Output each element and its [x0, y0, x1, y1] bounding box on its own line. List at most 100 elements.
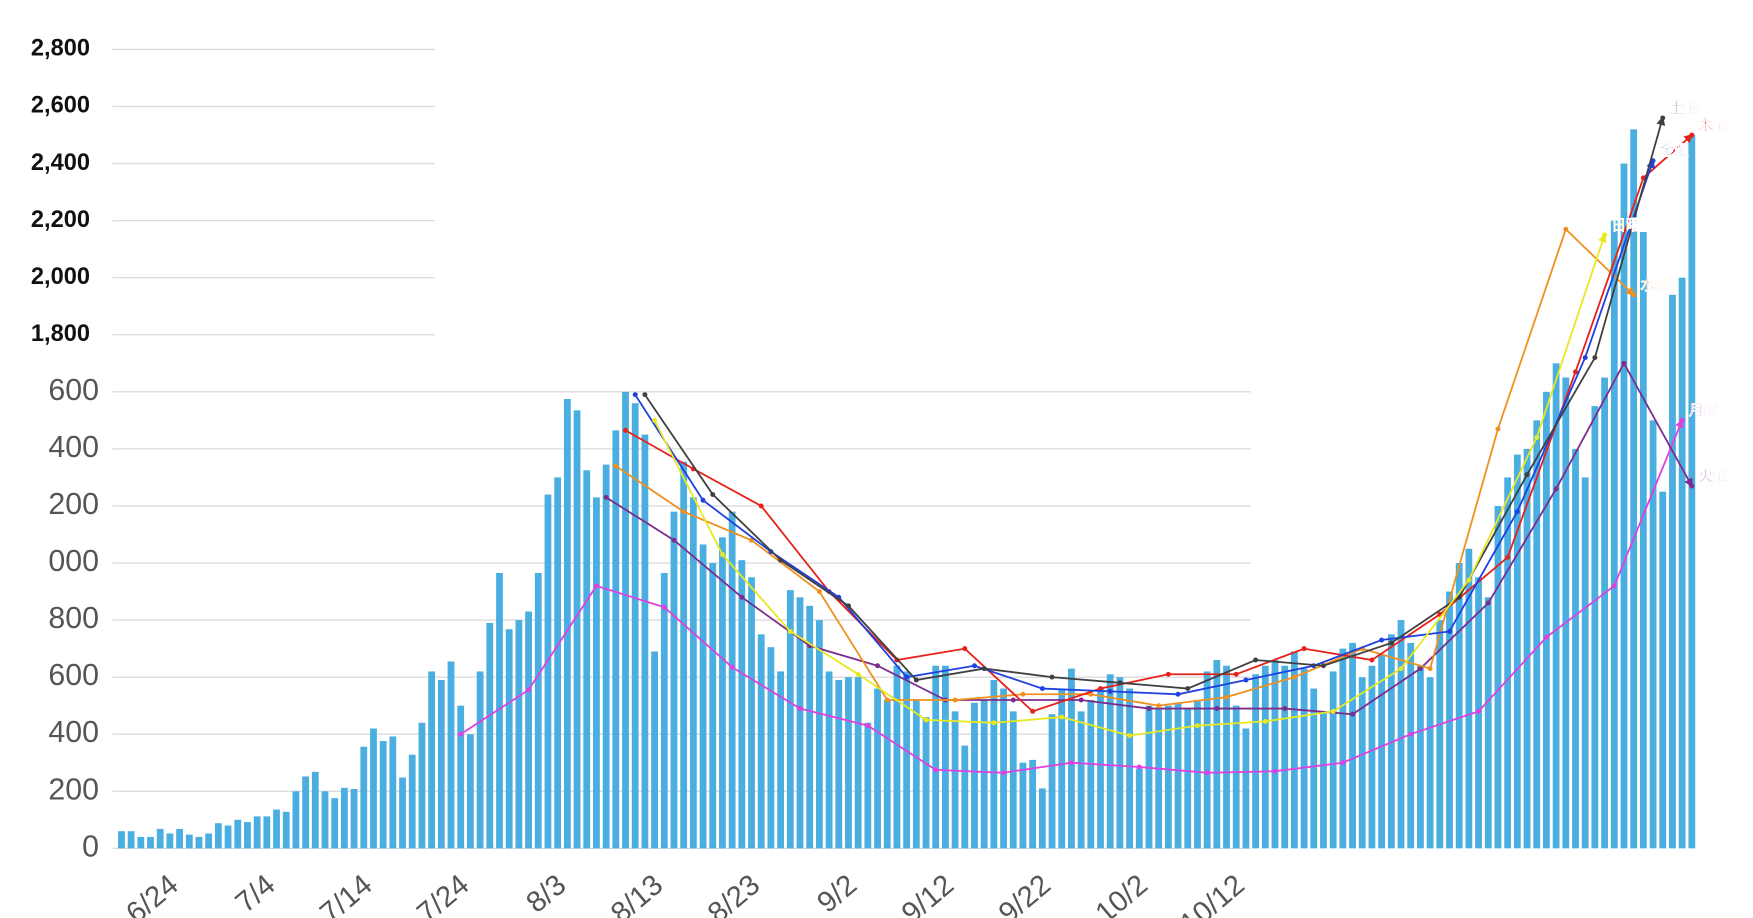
bar — [922, 717, 930, 849]
x-tick-label: 9/2 — [811, 869, 863, 918]
bar — [1106, 674, 1114, 849]
bar — [205, 833, 213, 849]
bar — [622, 391, 629, 849]
bar — [1271, 660, 1279, 849]
x-tick-label: 7/4 — [230, 869, 282, 918]
weekday-point — [1107, 688, 1113, 694]
bar — [1572, 448, 1579, 849]
weekday-point — [1204, 770, 1210, 776]
bar — [340, 787, 348, 849]
series-name: 水曜 — [1640, 276, 1670, 294]
bar — [544, 494, 552, 849]
weekday-point — [1543, 634, 1549, 640]
weekday-point — [1514, 509, 1520, 515]
bar — [1077, 711, 1085, 849]
bar — [1203, 671, 1211, 849]
bar — [1097, 688, 1104, 849]
bar — [806, 605, 814, 849]
bar — [1058, 688, 1066, 849]
y-tick-label: 200 — [48, 488, 99, 521]
bar — [1513, 454, 1521, 849]
bar — [660, 573, 668, 849]
bar — [1261, 665, 1269, 849]
weekday-point — [1262, 718, 1268, 724]
bar — [1591, 406, 1599, 849]
weekday-point — [1485, 600, 1491, 606]
weekday-point — [855, 671, 861, 677]
bar — [1310, 688, 1318, 849]
bar — [1290, 651, 1298, 849]
bar — [515, 620, 523, 849]
bar — [1378, 654, 1386, 849]
x-tick-label: 7/14 — [314, 869, 378, 918]
weekday-point — [1146, 706, 1152, 712]
weekday-point — [1156, 703, 1162, 709]
weekday-point — [1573, 369, 1578, 375]
weekday-point — [1136, 764, 1142, 770]
x-tick-label: 8/3 — [521, 869, 573, 918]
series-name: 日曜 — [1611, 217, 1641, 234]
bar — [447, 661, 455, 849]
weekday-point — [1165, 671, 1171, 677]
bar — [980, 699, 988, 849]
weekday-point — [1398, 666, 1404, 672]
bar — [1329, 671, 1337, 849]
weekday-point — [652, 417, 658, 423]
bar — [476, 671, 484, 849]
weekday-line — [634, 158, 1655, 696]
bar — [263, 816, 271, 849]
weekday-point — [1039, 686, 1045, 692]
y-tick-label: 400 — [48, 716, 99, 749]
bar — [214, 823, 222, 849]
y-tick-label: 000 — [48, 545, 99, 578]
x-tick-label: 9/12 — [896, 869, 960, 918]
bar — [408, 754, 416, 849]
bar — [651, 651, 658, 849]
bar — [350, 788, 358, 849]
bar — [1126, 688, 1133, 849]
bar — [748, 577, 755, 849]
bar — [331, 798, 339, 849]
weekday-point — [1379, 637, 1385, 643]
weekday-point — [1194, 723, 1200, 729]
weekday-point — [758, 503, 764, 509]
weekday-point — [1495, 426, 1501, 432]
bar — [1281, 665, 1289, 849]
weekday-point — [778, 557, 784, 563]
bar — [903, 671, 911, 849]
bar — [728, 511, 736, 849]
bar — [399, 777, 406, 849]
weekday-point — [671, 537, 677, 543]
weekday-point — [1010, 697, 1016, 703]
bar — [1194, 699, 1201, 849]
y-tick-label: 2,200 — [31, 206, 90, 232]
bar — [467, 734, 474, 849]
bar — [593, 497, 600, 849]
bar — [1009, 711, 1017, 849]
weekday-point — [875, 663, 881, 669]
bar — [641, 434, 649, 849]
bar — [990, 679, 998, 849]
x-tick-label: 10/2 — [1090, 869, 1154, 918]
bar — [437, 679, 445, 849]
bar — [1339, 648, 1347, 849]
x-tick-label: 8/13 — [605, 869, 669, 918]
bar — [554, 477, 562, 849]
bar — [1155, 708, 1163, 849]
bar — [796, 597, 804, 849]
weekday-point — [991, 720, 997, 726]
bar — [893, 665, 901, 849]
bar — [1494, 505, 1502, 849]
bar — [951, 711, 959, 849]
weekday-point — [681, 509, 687, 515]
weekday-point — [1001, 770, 1007, 776]
bar — [1436, 620, 1444, 849]
bar — [1068, 668, 1075, 849]
bar — [1610, 220, 1618, 849]
bar — [1145, 705, 1153, 849]
weekday-point — [1214, 706, 1220, 712]
bar — [709, 563, 717, 849]
weekday-line — [615, 227, 1636, 707]
weekday-point — [1272, 768, 1278, 774]
weekday-point — [526, 687, 532, 693]
